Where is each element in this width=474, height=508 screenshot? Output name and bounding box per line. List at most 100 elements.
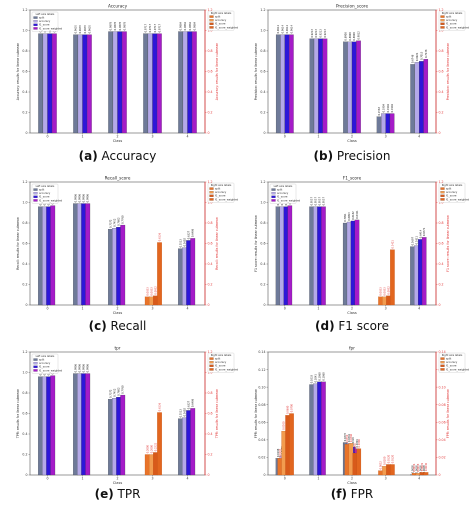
legend-box [31,183,59,204]
x-tick-label: 4 [418,135,420,139]
legend-left: Left axis labelssplitaccuracyf1_scoref1_… [269,183,301,204]
data-label: 0.6748 [412,54,415,63]
bar-split-4 [410,246,415,306]
bar-f1_score_weighted-1 [86,34,92,134]
bar-f1_score_weighted-3 [390,464,395,476]
x-tick-label: 3 [385,307,387,311]
bar-accuracy-2 [348,443,354,476]
legend-entry: f1_score_weighted [215,197,239,201]
data-label: 0.9906 [83,363,86,372]
y-tick-label: 0.2 [22,111,27,115]
y-tick-label-right: 1.0 [208,371,213,375]
bar-accuracy-4 [415,473,421,476]
x-tick-label: 3 [151,307,153,311]
bar-f1_score-4 [418,239,423,306]
legend-box [438,352,466,373]
legend-entry: split [39,188,44,192]
x-tick-label: 4 [186,477,188,481]
bar-split-0 [277,458,283,476]
legend-entry: f1_score [39,195,50,199]
legend-swatch [209,19,214,22]
y-tick-label-right: 0.8 [208,49,213,53]
data-label: 0.1033 [311,374,314,383]
bar-f1_score_weighted-0 [287,205,293,306]
y-tick-label: 0.4 [22,262,27,266]
x-tick-label: 0 [284,135,286,139]
y-tick-label-right: 0.10 [439,385,446,389]
data-label: 0.0005 [419,465,422,474]
data-label: 0.9906 [87,363,90,372]
legend-entry: f1_score_weighted [39,26,63,30]
legend-entry: accuracy [446,19,458,22]
y-tick-label: 0.8 [260,221,265,225]
data-label: 0.0193 [279,448,282,457]
legend-swatch [209,191,214,194]
legend-entry: f1_score_weighted [446,197,470,201]
x-tick-label: 2 [351,307,353,311]
bar-f1_score_weighted-2 [120,224,126,306]
chart-panel-2: Recall_score 0 0 0.2 0.2 0.4 0.4 0.6 0.6 0.8 0.8 1.… [16,176,239,334]
bar-f1_score-0 [47,33,53,134]
y-tick-label: 0 [25,473,27,477]
y-tick-label-right: 1.0 [208,201,213,205]
legend-entry: split [277,188,282,192]
bar-f1_score-3 [385,113,391,134]
chart-title: tpr [114,346,120,351]
legend-swatch [33,192,38,195]
bar-accuracy-4 [414,62,420,134]
bar-f1_score-0 [284,34,290,134]
legend-box [207,352,235,373]
bar-split-4 [178,248,183,306]
legend-swatch [440,22,445,25]
bar-f1_score-0 [285,415,290,476]
legend-right: Right axis labelssplitaccuracyf1_scoref1… [438,352,470,373]
x-tick-label: 3 [385,477,387,481]
y-tick-label-right: 0 [208,303,210,307]
legend-entry: split [215,357,220,361]
panel-caption: (c) Recall [89,319,147,333]
y-tick-label-right: 1.2 [208,8,213,12]
y-tick-label-right: 0 [208,473,210,477]
data-label: 0.9906 [79,363,82,372]
y-tick-label-right: 1.2 [439,8,444,12]
data-label: 0.9213 [324,29,327,38]
y-tick-label: 1.2 [22,180,27,184]
bar-split-1 [309,384,314,476]
y-tick-label-right: 0.4 [208,432,213,436]
bar-split-1 [309,38,315,134]
data-label: 0.9717 [158,24,161,33]
data-label: 0.9614 [286,25,289,34]
y-tick-label: 0 [25,131,27,135]
legend-title: Right axis labels [442,353,463,357]
bar-accuracy-2 [347,41,353,134]
legend-title: Left axis labels [274,184,293,188]
legend-swatch [209,368,214,371]
x-axis-label: Class [347,311,357,315]
bar-accuracy-4 [182,247,187,306]
legend-entry: f1_score [215,194,226,198]
data-label: 0.7760 [122,215,125,224]
legend-right: Right axis labelssplitaccuracyf1_scoref1… [438,10,470,31]
bar-split-0 [275,206,281,306]
data-label: 0.1060 [318,372,321,381]
panel-caption-letter: (d) [315,319,335,333]
y-tick-label-right: 0 [439,473,441,477]
data-label: 0.0120 [391,454,394,463]
bar-f1_score_weighted-4 [191,31,197,134]
chart-panel-3: F1_score 0 0 0.2 0.2 0.4 0.4 0.6 0.6 0.8 0.8 1.0 1.0… [254,176,470,334]
bar-split-3 [144,454,150,476]
x-tick-label: 0 [284,307,286,311]
bar-f1_score-3 [386,295,391,306]
bar-split-2 [108,31,114,134]
data-label: 0.7452 [114,388,117,397]
y-tick-label-right: 0.8 [439,221,444,225]
legend-swatch [440,198,445,201]
panel-caption-text: TPR [117,487,141,501]
bar-split-4 [410,64,415,134]
y-axis-label-right: Precision: results for linear cutmean [446,43,450,101]
legend-entry: f1_score_weighted [39,198,63,202]
bar-f1_score-4 [187,31,193,134]
y-tick-label: 0.2 [260,111,265,115]
data-label: 0.5602 [184,238,187,247]
bar-f1_score_weighted-4 [190,238,196,306]
